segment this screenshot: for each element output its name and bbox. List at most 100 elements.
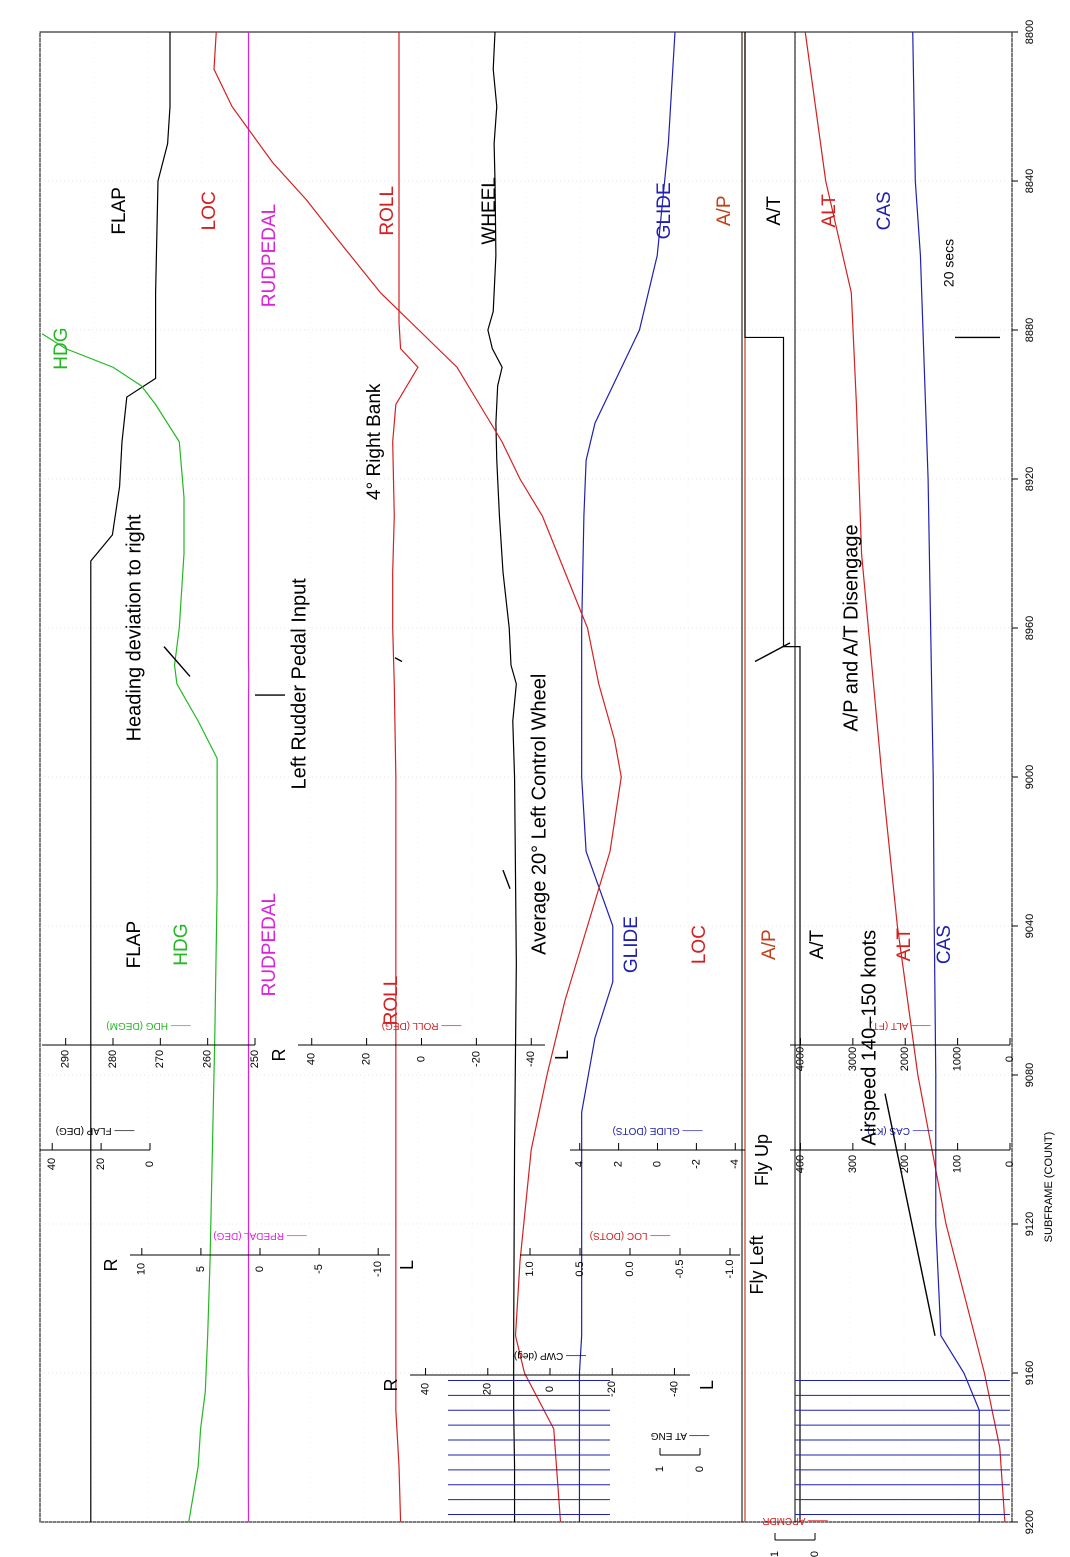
annotation-arrow xyxy=(884,1093,936,1336)
series-line-roll xyxy=(392,32,419,1523)
axis-tick-label-alt: 1000 xyxy=(952,1047,964,1071)
axis-tick-label-rpedal: 5 xyxy=(195,1266,207,1272)
x-tick-label: 9000 xyxy=(1024,765,1036,789)
series-label: CAS xyxy=(874,191,895,230)
axis-end-label-cwp: R xyxy=(381,1379,401,1392)
axis-tick-label-cwp: 20 xyxy=(482,1383,494,1395)
axis-tick-label-hdg: 290 xyxy=(60,1050,72,1068)
x-axis-label: SUBFRAME (COUNT) xyxy=(1043,1132,1055,1243)
axis-tick-label-loc: 0.0 xyxy=(624,1261,636,1276)
annotation-arrow xyxy=(163,646,191,677)
series-label: A/P xyxy=(759,929,780,960)
axis-tick-label-loc: 0.5 xyxy=(574,1261,586,1276)
axis-tick-label-alt: 0 xyxy=(1004,1056,1016,1062)
axis-tick-label-cwp: 40 xyxy=(419,1383,431,1395)
series-label: GLIDE xyxy=(654,182,675,239)
axis-tick-label-glide: 2 xyxy=(613,1161,625,1167)
x-tick-label: 9160 xyxy=(1024,1361,1036,1385)
axis-tick-label-cas: 100 xyxy=(952,1155,964,1173)
axis-tick-label-roll: 0 xyxy=(415,1056,427,1062)
x-tick-label: 8800 xyxy=(1024,20,1036,44)
axis-title-glide: —— GLIDE (DOTS) xyxy=(612,1125,702,1136)
series-label: WHEEL xyxy=(479,177,500,245)
axis-tick-label-roll: 40 xyxy=(306,1053,318,1065)
series-line-loc xyxy=(213,31,622,1523)
axis-tick-label-alt: 4000 xyxy=(794,1047,806,1071)
axis-tick-label-glide: -4 xyxy=(729,1159,741,1169)
axis-tick-label-hdg: 270 xyxy=(154,1050,166,1068)
axis-tick-label-cwp: -20 xyxy=(606,1381,618,1397)
x-tick-label: 8920 xyxy=(1024,467,1036,491)
series-label: HDG xyxy=(51,328,72,370)
annotation-text: A/P and A/T Disengage xyxy=(840,524,862,731)
axis-title-roll: —— ROLL (DEG) xyxy=(382,1020,462,1031)
axis-end-label-rpedal: R xyxy=(101,1259,121,1272)
axis-tick-label-rpedal: 0 xyxy=(254,1266,266,1272)
axis-tick-label-hdg: 260 xyxy=(202,1050,214,1068)
annotation-text: Airspeed 140–150 knots xyxy=(858,930,880,1146)
axis-tick-label-loc: -1.0 xyxy=(724,1260,736,1279)
axis-title-flap: —— FLAP (DEG) xyxy=(56,1125,135,1136)
x-tick-label: 8880 xyxy=(1024,318,1036,342)
annotation-arrow xyxy=(754,642,791,663)
axis-tick-label-hdg: 280 xyxy=(107,1050,119,1068)
series-label: ALT xyxy=(894,928,915,962)
series-line-cas xyxy=(912,31,980,1522)
axis-tick-label-rpedal: -10 xyxy=(372,1261,384,1277)
axis-tick-label-roll: -20 xyxy=(470,1051,482,1067)
axis-tick-label-loc: -0.5 xyxy=(674,1260,686,1279)
axis-tick-label-ateng: 0 xyxy=(694,1466,706,1472)
x-tick-label: 9200 xyxy=(1024,1510,1036,1534)
series-line-flap xyxy=(90,32,171,1522)
series-layer xyxy=(41,31,1010,1523)
axis-end-label-roll: L xyxy=(552,1050,572,1060)
axis-end-label-glide: Fly Up xyxy=(752,1134,772,1186)
annotation-arrow xyxy=(394,657,403,663)
annotation-text: Average 20° Left Control Wheel xyxy=(528,674,550,955)
series-label: RUDPEDAL xyxy=(259,204,280,307)
series-label: ALT xyxy=(819,194,840,228)
axis-tick-label-cwp: 0 xyxy=(544,1386,556,1392)
axis-tick-label-flap: 40 xyxy=(46,1158,58,1170)
axis-tick-label-loc: 1.0 xyxy=(524,1261,536,1276)
axis-tick-label-cwp: -40 xyxy=(668,1381,680,1397)
axis-end-label-rpedal: L xyxy=(397,1260,417,1270)
axis-tick-label-ateng: 1 xyxy=(654,1466,666,1472)
series-label: GLIDE xyxy=(621,916,642,973)
axis-tick-label-alt: 3000 xyxy=(847,1047,859,1071)
axis-tick-label-glide: 4 xyxy=(574,1161,586,1167)
series-label: A/P xyxy=(714,195,735,226)
series-line-at xyxy=(744,32,801,1522)
axis-title-alt: —— ALT (FT) xyxy=(869,1020,930,1031)
axis-tick-label-glide: -2 xyxy=(690,1159,702,1169)
axis-tick-label-flap: 20 xyxy=(95,1158,107,1170)
axis-end-label-roll: R xyxy=(269,1049,289,1062)
axis-title-rpedal: —— RPEDAL (DEG) xyxy=(213,1230,307,1241)
grid-layer xyxy=(39,31,1013,1523)
series-label: LOC xyxy=(689,925,710,964)
x-tick-label: 8960 xyxy=(1024,616,1036,640)
x-tick-label: 9080 xyxy=(1024,1063,1036,1087)
axis-title-apcmdr: —— APCMDR xyxy=(762,1515,828,1526)
axis-tick-label-apcmdr: 1 xyxy=(769,1551,781,1557)
series-label: FLAP xyxy=(109,187,130,235)
axis-tick-label-rpedal: -5 xyxy=(313,1264,325,1274)
annotation-text: Left Rudder Pedal Input xyxy=(288,578,310,790)
series-line-hdg xyxy=(41,333,218,1523)
axis-title-loc: —— LOC (DOTS) xyxy=(590,1230,671,1241)
series-label: ROLL xyxy=(377,186,398,236)
axes-layer: 8800 8840 8880 8920 8960 9000 9040 9080 9120 9160… xyxy=(40,20,1055,1557)
series-label: RUDPEDAL xyxy=(259,893,280,996)
labels-layer: FLAP FLAP HDG HDG LOC LOC RUDPEDAL RUDPEDAL ROLL… xyxy=(51,177,1000,1336)
axis-tick-label-cas: 0 xyxy=(1004,1161,1016,1167)
series-label: A/T xyxy=(764,196,785,226)
axis-tick-label-glide: 0 xyxy=(651,1161,663,1167)
axis-title-cas: —— CAS (KT) xyxy=(867,1125,933,1136)
series-label: ROLL xyxy=(381,976,402,1026)
x-tick-label: 8840 xyxy=(1024,169,1036,193)
axis-title-cwp: —— CWP (deg) xyxy=(514,1350,586,1361)
x-tick-label: 9040 xyxy=(1024,914,1036,938)
series-label: FLAP xyxy=(124,921,145,969)
series-label: LOC xyxy=(199,191,220,230)
